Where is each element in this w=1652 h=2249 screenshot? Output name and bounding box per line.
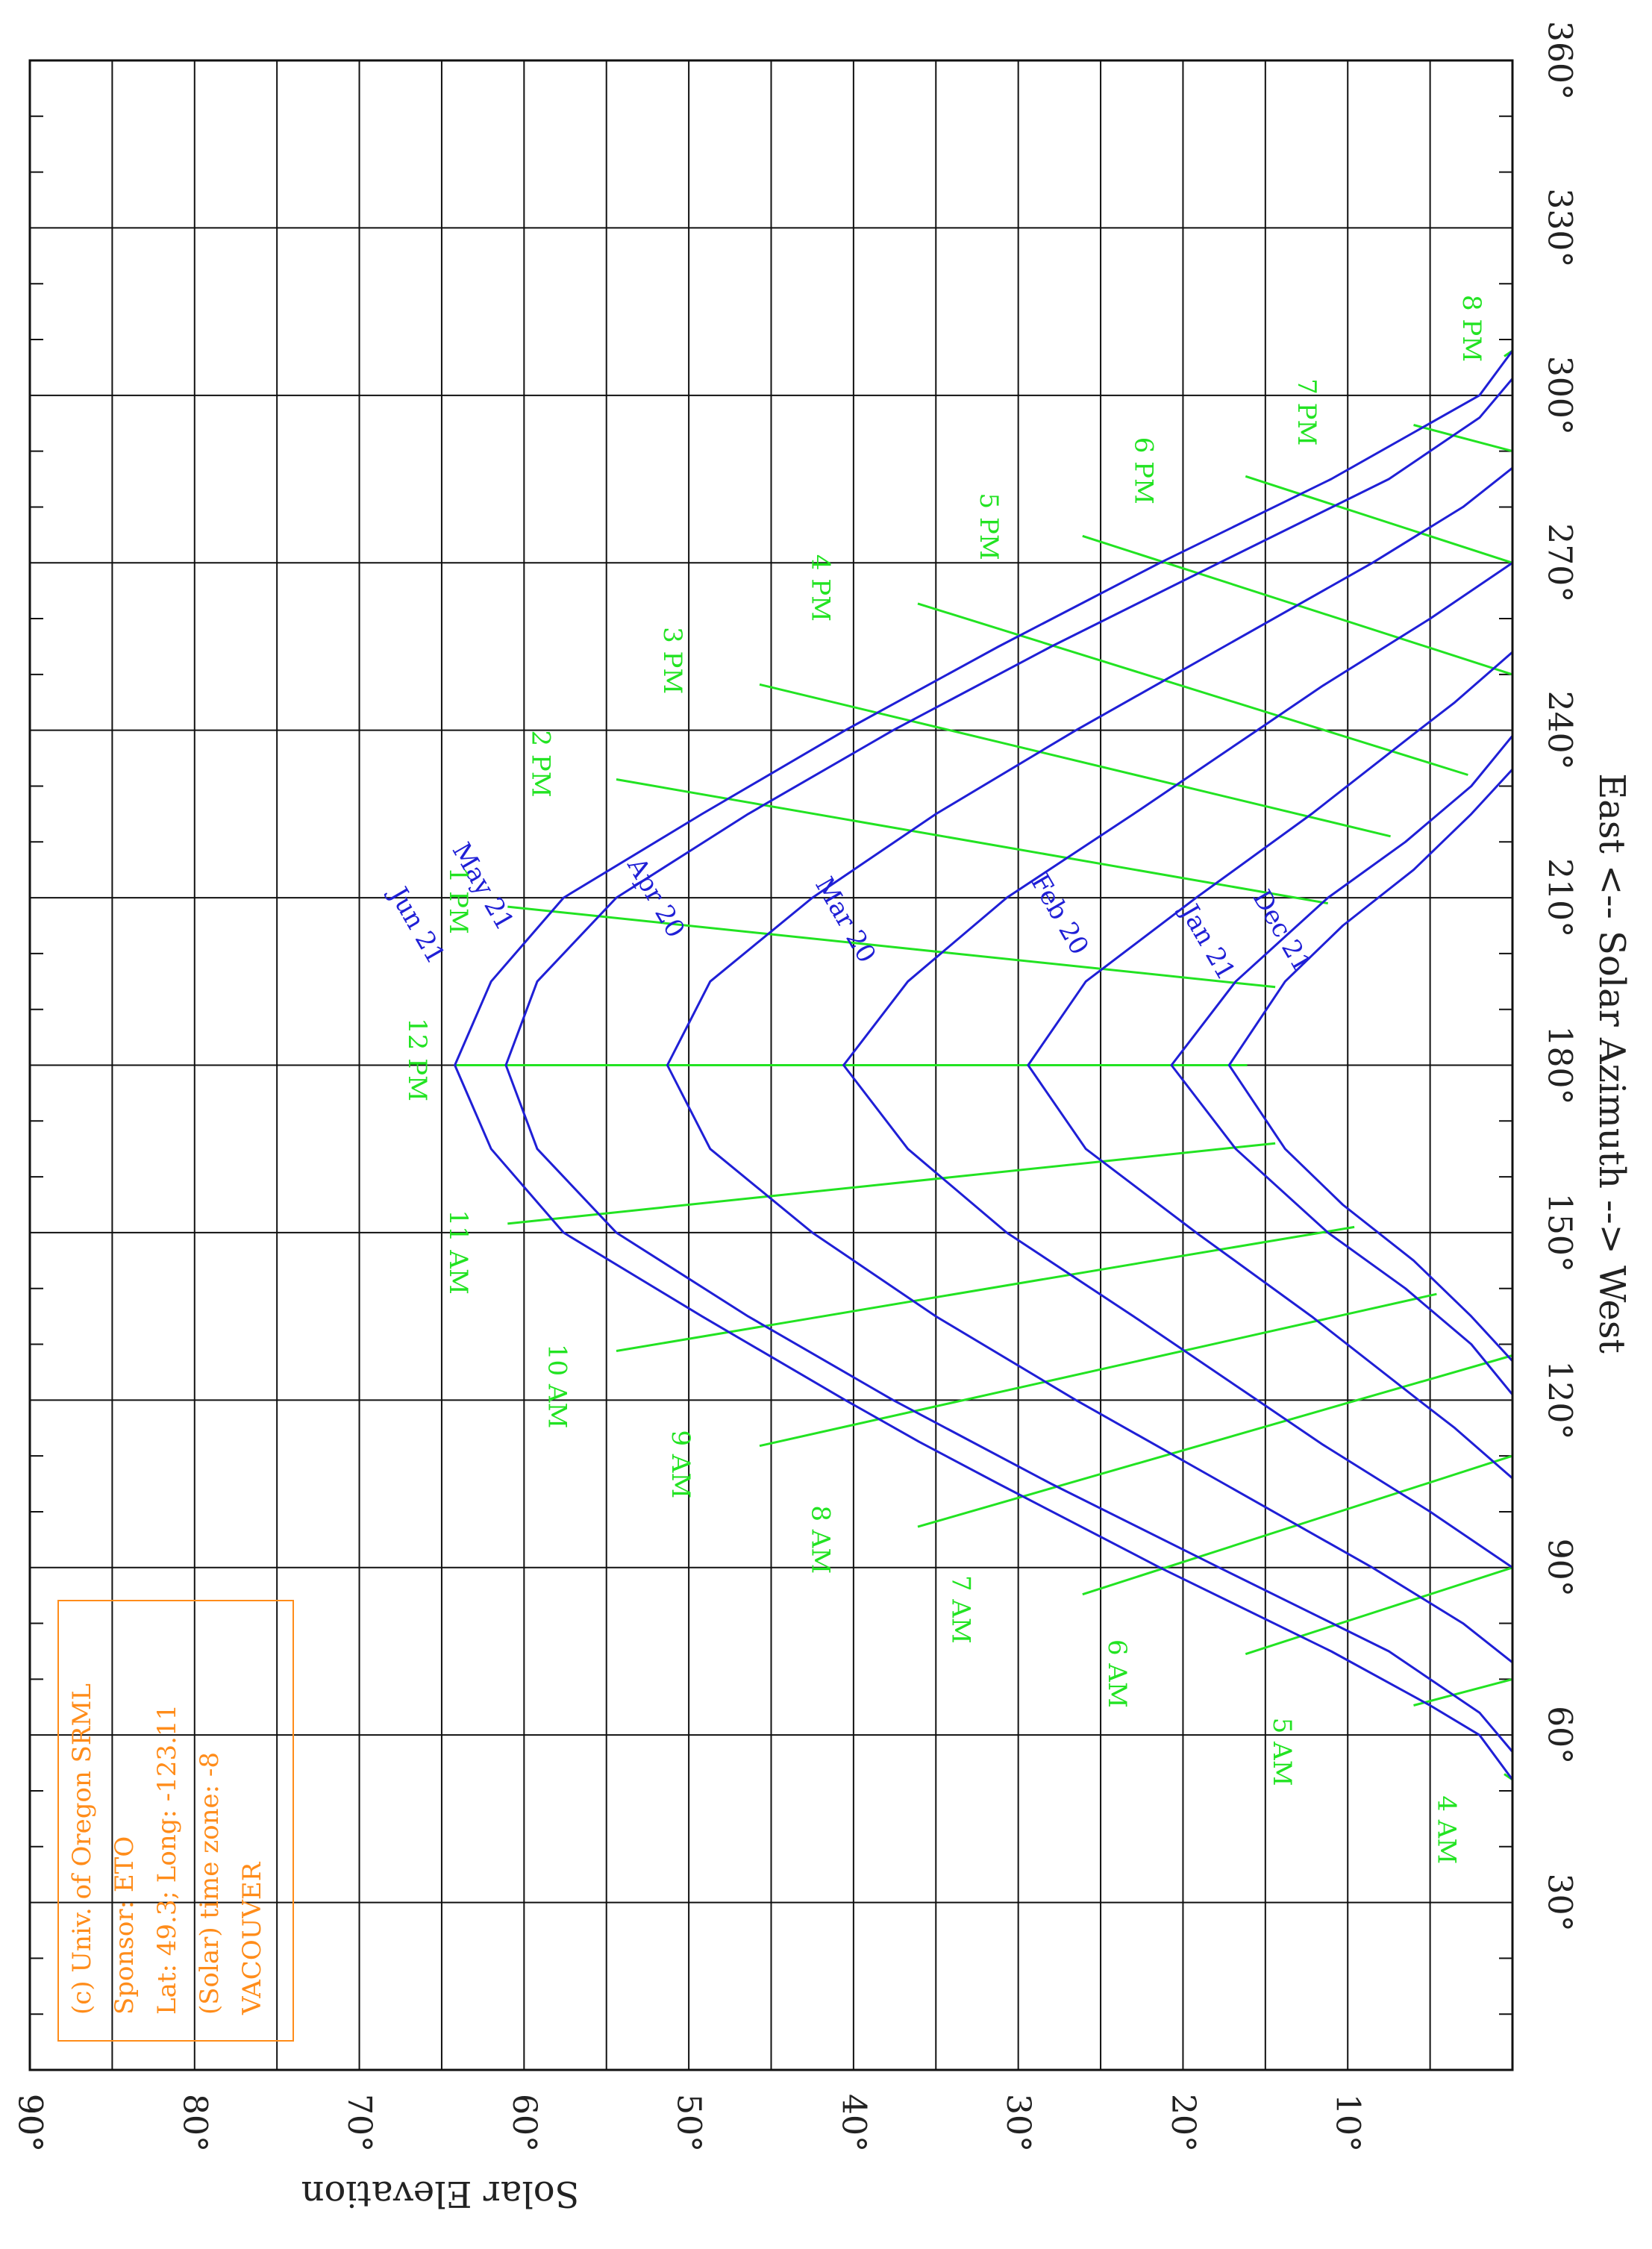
x-tick-label: 90° (1541, 1539, 1579, 1597)
y-tick-label: 40° (834, 2094, 872, 2152)
x-tick-label: 360° (1541, 21, 1579, 100)
hour-line-2-pm (616, 778, 1328, 905)
x-tick-label: 240° (1541, 691, 1579, 770)
y-tick-label: 20° (1164, 2094, 1202, 2152)
sun-path-label-feb-20: Feb 20 (1024, 869, 1094, 960)
hour-label-9-am: 9 AM (666, 1430, 695, 1498)
x-tick-label: 30° (1541, 1874, 1579, 1932)
sun-path-label-mar-20: Mar 20 (809, 872, 881, 969)
hour-label-2-pm: 2 PM (525, 730, 555, 797)
sun-path-feb-20 (1027, 651, 1513, 1480)
hour-label-1-pm: 1 PM (443, 867, 473, 934)
x-tick-label: 210° (1541, 858, 1579, 937)
x-tick-label: 60° (1541, 1706, 1579, 1764)
x-tick-label: 150° (1541, 1193, 1579, 1272)
grid (30, 60, 1512, 2070)
hour-label-4-am: 4 AM (1432, 1795, 1462, 1864)
hour-label-10-am: 10 AM (542, 1344, 572, 1428)
y-tick-label: 60° (505, 2094, 543, 2152)
hour-label-11-am: 11 AM (443, 1210, 473, 1294)
x-tick-label: 120° (1541, 1360, 1579, 1439)
y-tick-label: 90° (11, 2094, 49, 2152)
sun-path-jan-21 (1170, 735, 1514, 1395)
sun-path-apr-20 (666, 466, 1513, 1664)
hour-label-4-pm: 4 PM (806, 554, 836, 622)
info-box: (c) Univ. of Oregon SRML Sponsor: ETO Lat:… (57, 1600, 294, 2042)
hour-label-6-am: 6 AM (1102, 1639, 1132, 1708)
plot-frame (28, 59, 1514, 2071)
hour-label-8-am: 8 AM (806, 1505, 836, 1574)
hour-label-5-pm: 5 PM (974, 493, 1004, 560)
x-tick-label: 180° (1541, 1026, 1579, 1105)
hour-label-12-pm: 12 PM (402, 1018, 432, 1101)
axis-labels: 30° 60° 90° 120° 150° 180° 210° 240° 270° 300° 330… (11, 21, 1633, 2215)
sun-path-curves (454, 350, 1514, 1780)
hour-line-1-pm (507, 905, 1276, 989)
sun-path-label-jun-21: Jun 21 (382, 880, 451, 969)
hour-line-6-pm (1245, 475, 1513, 564)
y-axis-title: Solar Elevation (301, 2173, 580, 2215)
y-tick-label: 70° (340, 2094, 378, 2152)
info-line1: (c) Univ. of Oregon SRML (67, 1683, 97, 2015)
sun-path-dec-21 (1227, 768, 1514, 1363)
hour-label-3-pm: 3 PM (657, 627, 687, 694)
sun-path-jun-21 (454, 350, 1514, 1780)
y-tick-label: 80° (175, 2094, 213, 2152)
x-tick-label: 300° (1541, 356, 1579, 435)
info-line2: Sponsor: ETO (110, 1836, 140, 2015)
sun-path-may-21 (504, 378, 1514, 1753)
hour-line-3-pm (759, 683, 1391, 838)
hour-line-4-pm (917, 602, 1468, 776)
hour-lines (454, 349, 1513, 1781)
y-tick-label: 50° (670, 2094, 708, 2152)
x-tick-label: 330° (1541, 188, 1579, 267)
hour-line-8-am (917, 1354, 1513, 1528)
hour-line-7-pm (1413, 424, 1513, 453)
hour-label-7-am: 7 AM (945, 1575, 975, 1644)
hour-label-8-pm: 8 PM (1457, 295, 1486, 362)
x-tick-label: 270° (1541, 523, 1579, 602)
y-tick-label: 10° (1329, 2094, 1367, 2152)
info-line4: (Solar) time zone: -8 (195, 1752, 225, 2015)
sun-path-mar-20 (842, 562, 1513, 1569)
y-tick-label: 90° (11, 2094, 49, 2152)
hour-line-9-am (759, 1292, 1437, 1448)
hour-line-5-am (1413, 1677, 1513, 1707)
hour-line-6-am (1245, 1566, 1513, 1656)
hour-line-10-am (616, 1225, 1355, 1352)
info-line3: Lat: 49.3; Long: -123.11 (152, 1704, 182, 2015)
hour-label-6-pm: 6 PM (1128, 437, 1158, 504)
hour-line-11-am (507, 1142, 1276, 1225)
info-line5: VACOUVER (237, 1861, 267, 2015)
info-box-frame (57, 1600, 294, 2042)
hour-label-5-am: 5 AM (1267, 1718, 1297, 1786)
hour-label-7-pm: 7 PM (1292, 378, 1321, 445)
y-tick-label: 30° (999, 2094, 1037, 2152)
x-axis-title: East <-- Solar Azimuth --> West (1591, 773, 1633, 1354)
